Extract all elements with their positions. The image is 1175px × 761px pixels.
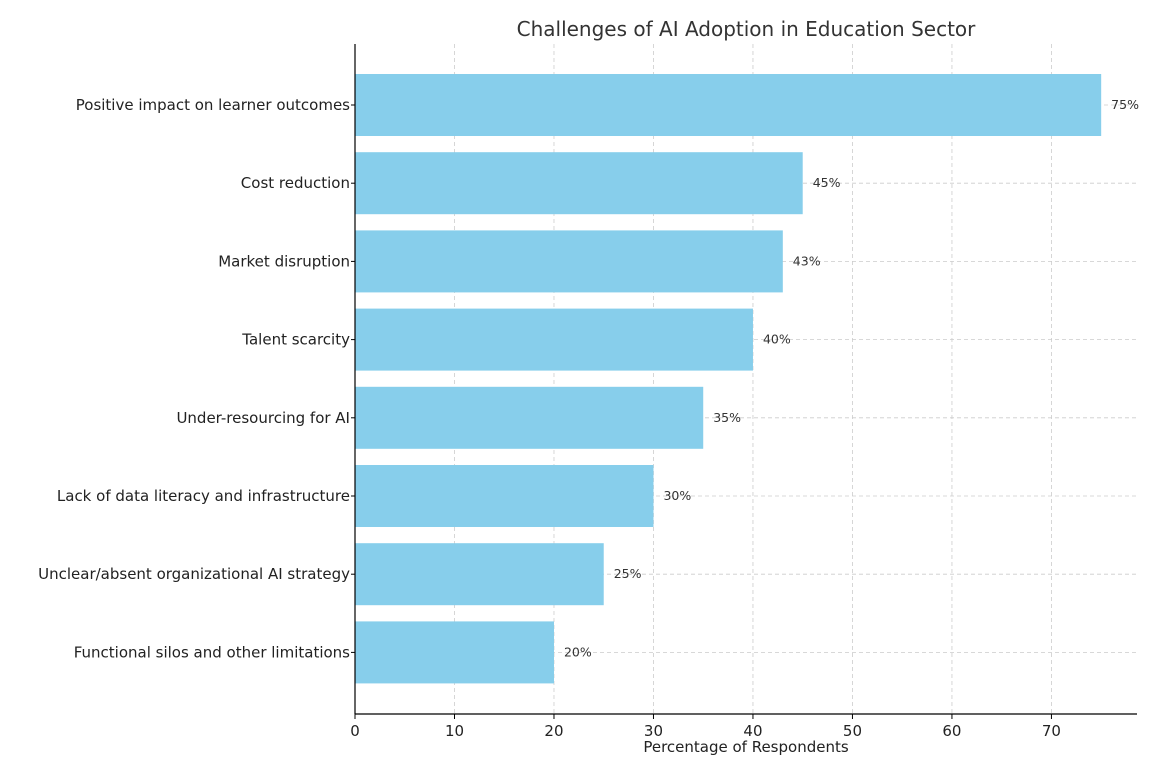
x-tick-label: 70 xyxy=(1042,722,1061,740)
bar-value-label: 75% xyxy=(1111,97,1139,112)
x-axis-ticks: 0 10 20 30 40 50 60 70 xyxy=(350,104,1061,740)
axes xyxy=(354,44,1137,715)
bar-value-label: 35% xyxy=(713,410,741,425)
category-label: Lack of data literacy and infrastructure xyxy=(57,487,350,505)
x-tick-label: 50 xyxy=(843,722,862,740)
bar-value-label: 40% xyxy=(763,332,791,347)
bar-value-label: 43% xyxy=(793,253,821,268)
category-label: Talent scarcity xyxy=(241,331,350,349)
value-labels: 75% 45% 43% 40% 35% 30% 25% 20% xyxy=(564,97,1139,659)
grid-lines xyxy=(354,44,1137,714)
bar-value-label: 25% xyxy=(614,566,642,581)
bar xyxy=(355,386,704,449)
x-tick-label: 0 xyxy=(350,722,360,740)
bar xyxy=(355,308,753,371)
category-label: Market disruption xyxy=(218,252,350,270)
bar xyxy=(355,465,654,527)
bar xyxy=(355,230,783,293)
category-labels: Positive impact on learner outcomes Cost … xyxy=(38,96,350,661)
bar xyxy=(355,543,604,606)
chart-title: Challenges of AI Adoption in Education S… xyxy=(517,17,977,41)
category-label: Unclear/absent organizational AI strateg… xyxy=(38,565,350,583)
x-tick-label: 60 xyxy=(942,722,961,740)
category-label: Positive impact on learner outcomes xyxy=(76,96,350,114)
category-label: Cost reduction xyxy=(241,174,350,192)
bars xyxy=(355,74,1102,684)
x-tick-label: 20 xyxy=(544,722,563,740)
x-tick-label: 30 xyxy=(644,722,663,740)
bar xyxy=(355,621,554,684)
bar xyxy=(355,74,1102,136)
bar xyxy=(355,152,803,215)
x-tick-label: 10 xyxy=(445,722,464,740)
bar-value-label: 30% xyxy=(663,488,691,503)
x-tick-label: 40 xyxy=(743,722,762,740)
bar-value-label: 45% xyxy=(813,175,841,190)
bar-value-label: 20% xyxy=(564,644,592,659)
category-label: Functional silos and other limitations xyxy=(74,643,350,661)
category-label: Under-resourcing for AI xyxy=(176,409,350,427)
x-axis-title: Percentage of Respondents xyxy=(643,738,849,756)
